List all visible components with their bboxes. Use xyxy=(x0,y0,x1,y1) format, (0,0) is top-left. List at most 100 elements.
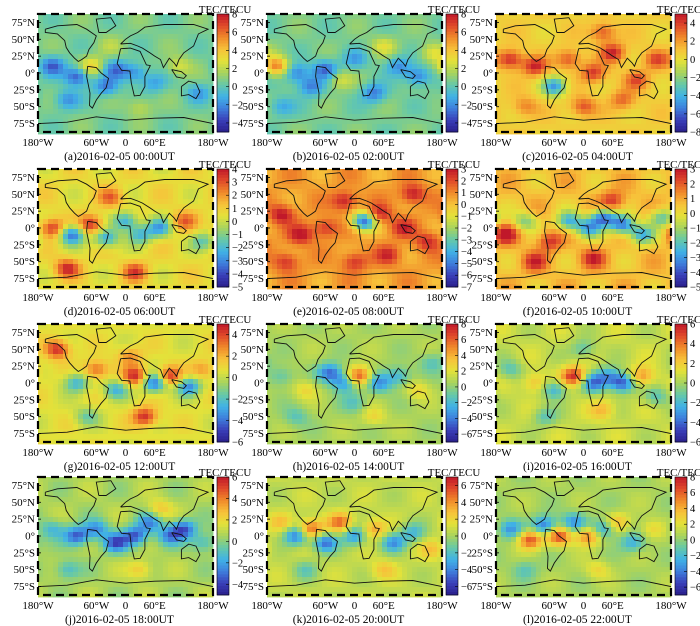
tec-cell xyxy=(68,94,74,100)
tec-cell xyxy=(367,219,373,225)
tec-cell xyxy=(133,209,139,215)
tec-cell xyxy=(377,94,383,100)
tec-cell xyxy=(208,284,214,290)
tec-cell xyxy=(272,239,278,245)
tec-cell xyxy=(541,279,547,285)
x-tick-label: 0 xyxy=(581,137,587,149)
tec-cell xyxy=(611,74,617,80)
tec-cell xyxy=(183,99,189,105)
tec-cell xyxy=(352,224,358,230)
tec-cell xyxy=(357,84,363,90)
tec-cell xyxy=(128,284,134,290)
tec-cell xyxy=(427,219,433,225)
tec-cell xyxy=(566,24,572,30)
tec-cell xyxy=(203,19,209,25)
tec-cell xyxy=(38,209,44,215)
tec-cell xyxy=(392,64,398,70)
tec-cell xyxy=(387,24,393,30)
tec-cell xyxy=(496,239,502,245)
tec-cell xyxy=(128,44,134,50)
tec-cell xyxy=(48,279,54,285)
tec-cell xyxy=(103,104,109,110)
tec-cell xyxy=(168,54,174,60)
tec-cell xyxy=(571,114,577,120)
tec-cell xyxy=(556,224,562,230)
tec-cell xyxy=(392,89,398,95)
tec-cell xyxy=(536,54,542,60)
tec-cell xyxy=(387,229,393,235)
tec-cell xyxy=(58,219,64,225)
tec-cell xyxy=(297,194,303,200)
tec-cell xyxy=(596,124,602,130)
tec-cell xyxy=(118,59,124,65)
tec-cell xyxy=(551,24,557,30)
tec-cell xyxy=(158,239,164,245)
y-tick-label: 0° xyxy=(25,223,35,235)
tec-cell xyxy=(541,64,547,70)
tec-cell xyxy=(38,109,44,115)
tec-cell xyxy=(332,189,338,195)
tec-cell xyxy=(332,69,338,75)
tec-cell xyxy=(357,244,363,250)
tec-cell xyxy=(651,29,657,35)
tec-cell xyxy=(322,229,328,235)
tec-cell xyxy=(347,229,353,235)
tec-cell xyxy=(178,89,184,95)
tec-cell xyxy=(138,64,144,70)
tec-cell xyxy=(437,274,443,280)
tec-cell xyxy=(427,99,433,105)
tec-cell xyxy=(277,84,283,90)
tec-cell xyxy=(551,179,557,185)
tec-cell xyxy=(38,219,44,225)
tec-cell xyxy=(88,39,94,45)
tec-cell xyxy=(68,209,74,215)
tec-cell xyxy=(332,194,338,200)
tec-cell xyxy=(526,69,532,75)
tec-cell xyxy=(496,94,502,100)
tec-cell xyxy=(397,99,403,105)
tec-cell xyxy=(576,39,582,45)
tec-cell xyxy=(38,284,44,290)
y-tick-label: 25°N xyxy=(470,51,493,63)
tec-cell xyxy=(357,64,363,70)
tec-cell xyxy=(73,204,79,210)
tec-cell xyxy=(128,39,134,45)
tec-cell xyxy=(556,204,562,210)
tec-cell xyxy=(327,244,333,250)
tec-cell xyxy=(322,224,328,230)
tec-cell xyxy=(377,19,383,25)
tec-cell xyxy=(322,214,328,220)
tec-cell xyxy=(68,234,74,240)
tec-cell xyxy=(317,274,323,280)
tec-cell xyxy=(133,219,139,225)
tec-cell xyxy=(93,39,99,45)
tec-cell xyxy=(337,264,343,270)
tec-cell xyxy=(203,14,209,20)
colorbar-band xyxy=(217,248,229,253)
tec-cell xyxy=(551,209,557,215)
tec-cell xyxy=(123,214,129,220)
tec-cell xyxy=(541,224,547,230)
tec-cell xyxy=(88,209,94,215)
tec-cell xyxy=(586,49,592,55)
tec-cell xyxy=(621,79,627,85)
tec-cell xyxy=(277,169,283,175)
tec-cell xyxy=(656,124,662,130)
tec-cell xyxy=(272,259,278,265)
tec-cell xyxy=(631,39,637,45)
tec-cell xyxy=(596,99,602,105)
tec-cell xyxy=(327,124,333,130)
tec-cell xyxy=(412,59,418,65)
tec-cell xyxy=(48,29,54,35)
tec-cell xyxy=(362,179,368,185)
tec-cell xyxy=(93,29,99,35)
tec-cell xyxy=(312,264,318,270)
tec-cell xyxy=(501,64,507,70)
tec-cell xyxy=(626,54,632,60)
tec-cell xyxy=(43,64,49,70)
tec-cell xyxy=(357,174,363,180)
tec-cell xyxy=(208,29,214,35)
tec-cell xyxy=(133,54,139,60)
tec-cell xyxy=(133,244,139,250)
tec-cell xyxy=(143,34,149,40)
